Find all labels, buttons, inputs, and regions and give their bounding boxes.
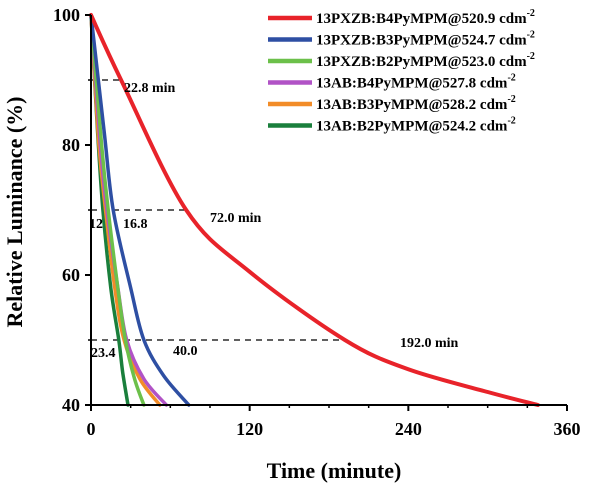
legend-unit-superscript: -2 — [507, 94, 515, 105]
legend-unit-superscript: -2 — [527, 30, 535, 41]
annotation-label: 16.8 — [123, 217, 148, 232]
legend-label-5: 13AB:B3PyMPM@528.2 cdm-2 — [316, 94, 516, 113]
y-tick-label: 80 — [62, 135, 80, 155]
series-line-1 — [89, 13, 540, 407]
annotation-label: 40.0 — [173, 344, 198, 359]
series-line-2 — [89, 13, 191, 407]
legend-label-6: 13AB:B2PyMPM@524.2 cdm-2 — [316, 116, 516, 135]
x-axis-title: Time (minute) — [267, 458, 402, 483]
legend-label-3: 13PXZB:B2PyMPM@523.0 cdm-2 — [316, 51, 535, 70]
x-tick-label: 120 — [236, 419, 263, 439]
legend-unit-superscript: -2 — [507, 116, 515, 127]
legend-unit-superscript: -2 — [527, 8, 535, 19]
annotation-label: 72.0 min — [210, 211, 262, 226]
y-tick-label: 60 — [62, 265, 80, 285]
legend-unit-superscript: -2 — [507, 73, 515, 84]
legend-unit-superscript: -2 — [527, 51, 535, 62]
annotation-label: 12 — [89, 217, 103, 232]
annotation-label: 192.0 min — [400, 336, 459, 351]
y-tick-label: 40 — [62, 395, 80, 415]
legend-label-1: 13PXZB:B4PyMPM@520.9 cdm-2 — [316, 8, 535, 27]
legend-label-4: 13AB:B4PyMPM@527.8 cdm-2 — [316, 73, 516, 92]
x-tick-label: 240 — [395, 419, 422, 439]
x-tick-label: 0 — [87, 419, 96, 439]
series-line-3 — [89, 13, 146, 407]
annotation-label: 22.8 min — [124, 81, 176, 96]
y-tick-label: 100 — [53, 5, 80, 25]
annotation-label: 23.4 — [91, 346, 116, 361]
x-tick-label: 360 — [554, 419, 581, 439]
y-axis-title: Relative Luminance (%) — [2, 97, 27, 328]
legend-label-2: 13PXZB:B3PyMPM@524.7 cdm-2 — [316, 30, 535, 49]
